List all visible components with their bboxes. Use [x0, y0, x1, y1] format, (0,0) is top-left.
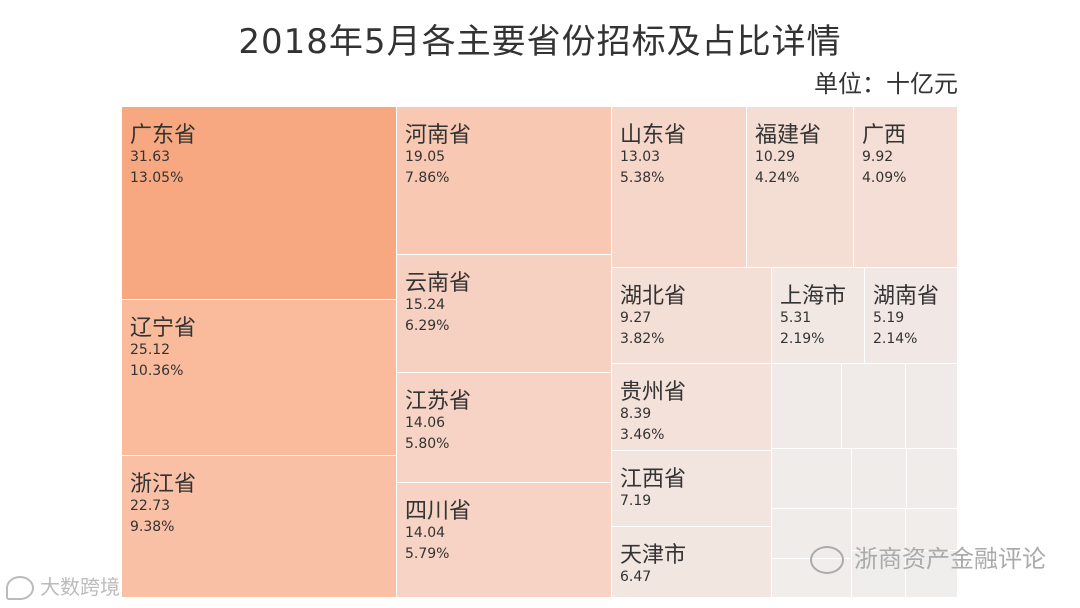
tile-percent: 5.38% — [620, 170, 665, 186]
tile-value: 10.29 — [755, 149, 796, 165]
treemap-tile-small — [907, 449, 958, 509]
tile-name: 江西省 — [620, 467, 687, 492]
tile-value: 14.06 — [405, 415, 446, 431]
tile-value: 9.27 — [620, 310, 652, 326]
tile-name: 江苏省 — [405, 389, 472, 414]
tile-percent: 6.29% — [405, 318, 450, 334]
treemap-tile-small — [842, 364, 906, 449]
tile-value: 15.24 — [405, 297, 446, 313]
watermark-right: 浙商资产金融评论 — [810, 539, 1046, 574]
treemap-tile-small — [772, 449, 852, 509]
tile-percent: 7.86% — [405, 170, 450, 186]
tile-percent: 2.19% — [780, 331, 825, 347]
tile-percent: 4.24% — [755, 170, 800, 186]
tile-name: 广西 — [862, 123, 907, 148]
tile-name: 广东省 — [130, 123, 197, 148]
treemap-tile-small — [772, 364, 842, 449]
tile-name: 河南省 — [405, 123, 472, 148]
tile-value: 31.63 — [130, 149, 171, 165]
tile-percent: 9.38% — [130, 519, 175, 535]
tile-name: 浙江省 — [130, 472, 197, 497]
tile-value: 19.05 — [405, 149, 446, 165]
tile-name: 山东省 — [620, 123, 687, 148]
treemap-tile: 湖北省 9.27 3.82% — [612, 268, 772, 364]
tile-percent: 2.14% — [873, 331, 918, 347]
wechat-icon — [810, 546, 844, 574]
tile-percent: 10.36% — [130, 363, 184, 379]
treemap-tile: 江西省 7.19 — [612, 451, 772, 527]
treemap-tile: 四川省 14.04 5.79% — [397, 483, 612, 598]
tile-value: 22.73 — [130, 498, 171, 514]
tile-value: 14.04 — [405, 525, 446, 541]
tile-value: 7.19 — [620, 493, 652, 509]
treemap-tile-small — [906, 551, 958, 598]
tile-percent: 13.05% — [130, 170, 184, 186]
treemap-tile: 云南省 15.24 6.29% — [397, 255, 612, 373]
chart-title: 2018年5月各主要省份招标及占比详情 — [238, 22, 842, 62]
tile-value: 5.31 — [780, 310, 812, 326]
treemap-tile-small — [906, 509, 958, 551]
treemap-tile: 福建省 10.29 4.24% — [747, 107, 854, 268]
watermark-right-text: 浙商资产金融评论 — [854, 545, 1046, 573]
tile-name: 福建省 — [755, 123, 822, 148]
treemap-tile: 江苏省 14.06 5.80% — [397, 373, 612, 483]
tile-value: 9.92 — [862, 149, 894, 165]
treemap-tile-small — [772, 509, 852, 559]
treemap-tile-small — [906, 364, 958, 449]
watermark-left-text: 大数跨境 — [40, 574, 120, 599]
tile-name: 湖南省 — [873, 284, 940, 309]
tile-value: 5.19 — [873, 310, 905, 326]
tile-name: 天津市 — [620, 543, 687, 568]
unit-label: 单位：十亿元 — [814, 70, 958, 98]
tile-name: 上海市 — [780, 284, 847, 309]
treemap-tile: 贵州省 8.39 3.46% — [612, 364, 772, 451]
tile-name: 云南省 — [405, 271, 472, 296]
treemap-tile: 广东省 31.63 13.05% — [122, 107, 397, 300]
treemap-tile: 河南省 19.05 7.86% — [397, 107, 612, 255]
watermark-left: 大数跨境 — [6, 571, 120, 600]
tile-percent: 5.79% — [405, 546, 450, 562]
treemap-tile: 山东省 13.03 5.38% — [612, 107, 747, 268]
tile-name: 贵州省 — [620, 380, 687, 405]
treemap: 广东省 31.63 13.05% 辽宁省 25.12 10.36% 浙江省 22.73 9.38… — [122, 107, 958, 598]
tile-percent: 3.46% — [620, 427, 665, 443]
tile-value: 13.03 — [620, 149, 661, 165]
tile-name: 四川省 — [405, 499, 472, 524]
tile-percent: 4.09% — [862, 170, 907, 186]
treemap-tile: 天津市 6.47 — [612, 527, 772, 598]
tile-value: 25.12 — [130, 342, 171, 358]
treemap-tile-small — [852, 509, 906, 551]
treemap-tile: 湖南省 5.19 2.14% — [865, 268, 958, 364]
tile-value: 8.39 — [620, 406, 652, 422]
tile-name: 辽宁省 — [130, 316, 197, 341]
brand-logo-icon — [6, 576, 34, 600]
treemap-tile: 浙江省 22.73 9.38% — [122, 456, 397, 598]
tile-percent: 5.80% — [405, 436, 450, 452]
tile-value: 6.47 — [620, 569, 652, 585]
treemap-tile-small — [852, 551, 906, 598]
treemap-tile: 辽宁省 25.12 10.36% — [122, 300, 397, 456]
treemap-tile: 广西 9.92 4.09% — [854, 107, 958, 268]
tile-name: 湖北省 — [620, 284, 687, 309]
treemap-tile: 上海市 5.31 2.19% — [772, 268, 865, 364]
treemap-tile-small — [852, 449, 907, 509]
tile-percent: 3.82% — [620, 331, 665, 347]
